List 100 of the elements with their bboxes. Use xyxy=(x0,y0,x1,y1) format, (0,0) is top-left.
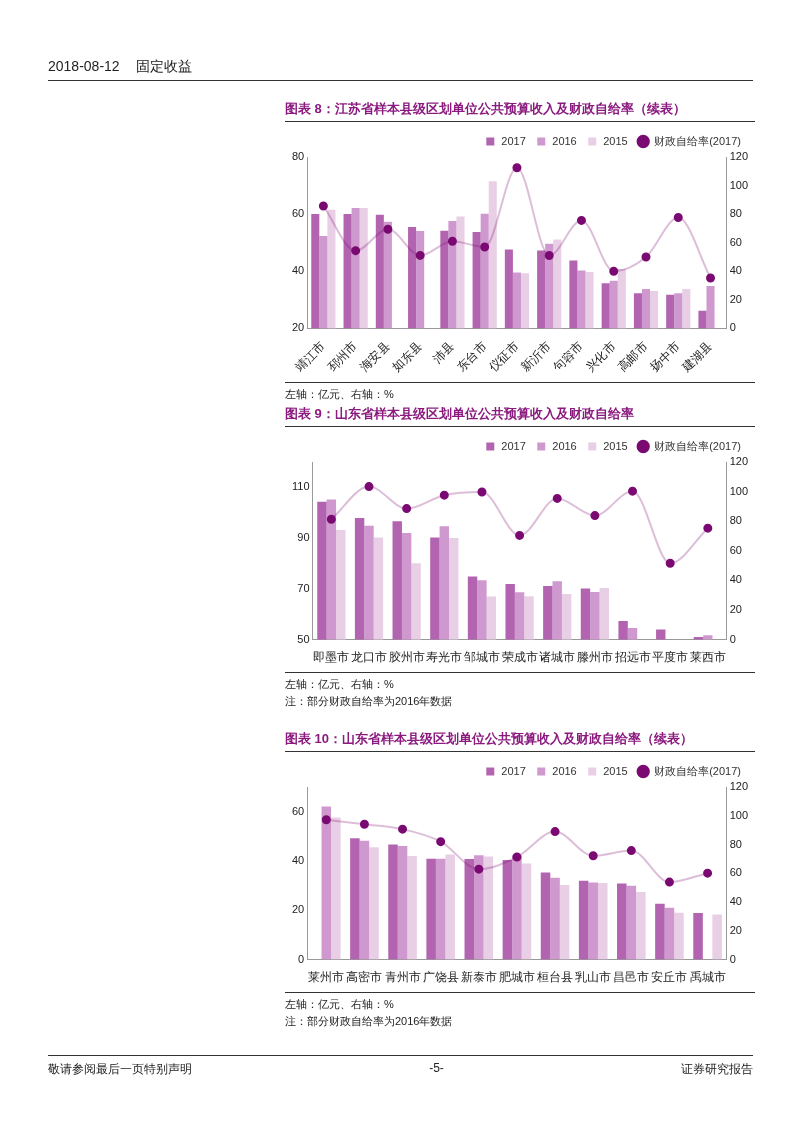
point xyxy=(477,487,487,497)
legend-label: 2017 xyxy=(501,764,526,777)
y2-tick-label: 60 xyxy=(729,866,742,879)
y2-tick-label: 100 xyxy=(729,178,749,191)
bar xyxy=(540,872,551,960)
bar xyxy=(512,855,522,960)
point xyxy=(664,877,674,887)
y2-tick-label: 120 xyxy=(729,150,749,163)
point xyxy=(359,819,369,829)
x-tick-label: 莱州市 xyxy=(308,970,345,985)
point xyxy=(576,215,586,225)
x-tick-label: 诸城市 xyxy=(539,650,576,665)
chart-title: 图表 8：江苏省样本县级区划单位公共预算收入及财政自给率（续表） xyxy=(285,100,755,122)
text: 左轴：亿元、右轴：% xyxy=(285,672,755,693)
y-tick-label: 110 xyxy=(291,480,310,493)
y-tick-label: 20 xyxy=(291,321,305,334)
legend-label: 2015 xyxy=(603,134,628,147)
point xyxy=(515,530,525,540)
bar xyxy=(550,877,560,960)
x-tick-label: 平度市 xyxy=(652,650,689,665)
bar xyxy=(636,892,646,960)
y2-tick-label: 80 xyxy=(729,837,742,850)
text: -5- xyxy=(429,1061,444,1077)
bar xyxy=(369,847,379,960)
y-tick-label: 70 xyxy=(297,581,310,594)
y-tick-label: 40 xyxy=(291,264,305,277)
x-tick-label: 乳山市 xyxy=(575,970,612,985)
bar xyxy=(474,855,484,960)
bar xyxy=(617,883,627,960)
point xyxy=(318,201,328,211)
y2-tick-label: 40 xyxy=(729,895,742,908)
text: 注：部分财政自给率为2016年数据 xyxy=(285,1014,454,1029)
legend-label: 2016 xyxy=(552,134,577,147)
point xyxy=(474,864,484,874)
point xyxy=(641,252,651,262)
point xyxy=(512,852,522,862)
legend-label: 2015 xyxy=(603,439,628,452)
y2-tick-label: 100 xyxy=(729,808,749,821)
x-tick-label: 即墨市 xyxy=(313,650,350,665)
bar xyxy=(388,844,398,960)
x-tick-label: 莱西市 xyxy=(689,650,726,665)
point xyxy=(480,242,490,252)
point xyxy=(550,827,560,837)
y2-tick-label: 20 xyxy=(729,603,742,616)
bar xyxy=(578,880,589,960)
bar xyxy=(521,863,532,960)
point xyxy=(383,224,393,234)
x-tick-label: 昌邑市 xyxy=(613,970,650,985)
bar xyxy=(712,914,722,960)
bar xyxy=(693,913,703,960)
x-tick-label: 广饶县 xyxy=(422,970,459,985)
chart-title: 图表 9：山东省样本县级区划单位公共预算收入及财政自给率 xyxy=(285,405,755,427)
y-tick-label: 40 xyxy=(291,854,305,866)
bar xyxy=(502,859,513,960)
x-tick-label: 青州市 xyxy=(384,970,421,985)
text: 敬请参阅最后一页特别声明 xyxy=(48,1061,192,1078)
point xyxy=(326,514,336,524)
bar xyxy=(331,817,341,960)
text: 固定收益 xyxy=(135,58,192,74)
y2-tick-label: 40 xyxy=(729,573,742,586)
y2-tick-label: 120 xyxy=(729,455,749,468)
y2-tick-label: 60 xyxy=(729,543,742,556)
bar xyxy=(597,882,608,960)
point xyxy=(512,163,522,173)
y-tick-label: 60 xyxy=(291,207,305,220)
y2-tick-label: 0 xyxy=(729,632,736,645)
bar xyxy=(359,840,370,960)
y2-tick-label: 20 xyxy=(729,923,742,936)
x-tick-label: 新泰市 xyxy=(460,970,497,985)
bar xyxy=(559,884,570,960)
bar xyxy=(655,903,665,960)
x-tick-label: 安丘市 xyxy=(651,970,688,985)
point xyxy=(544,251,554,261)
legend-label: 财政自给率(2017) xyxy=(654,134,741,147)
point xyxy=(447,236,457,246)
bar xyxy=(464,859,475,960)
legend-label: 2016 xyxy=(552,439,577,452)
bar xyxy=(321,806,332,960)
bar xyxy=(626,885,637,960)
point xyxy=(626,846,636,856)
text: 证券研究报告 xyxy=(680,1061,753,1078)
point xyxy=(588,851,598,861)
text: 2018-08-12 xyxy=(48,58,120,74)
legend-label: 财政自给率(2017) xyxy=(654,439,741,452)
x-tick-label: 招远市 xyxy=(613,650,651,665)
y2-tick-label: 0 xyxy=(729,952,736,965)
point xyxy=(351,246,361,256)
bar xyxy=(435,858,446,960)
legend-label: 2017 xyxy=(501,439,526,452)
text: 左轴：亿元、右轴：% xyxy=(285,382,755,403)
x-tick-label: 肥城市 xyxy=(498,970,535,985)
text: 左轴：亿元、右轴：% xyxy=(285,992,755,1013)
x-tick-label: 桓台县 xyxy=(536,970,574,985)
y2-tick-label: 100 xyxy=(729,484,749,497)
y-tick-label: 90 xyxy=(297,531,310,544)
y-tick-label: 0 xyxy=(298,952,305,965)
point xyxy=(552,493,562,503)
y-tick-label: 20 xyxy=(291,903,305,916)
bar xyxy=(664,907,675,960)
point xyxy=(673,213,683,223)
